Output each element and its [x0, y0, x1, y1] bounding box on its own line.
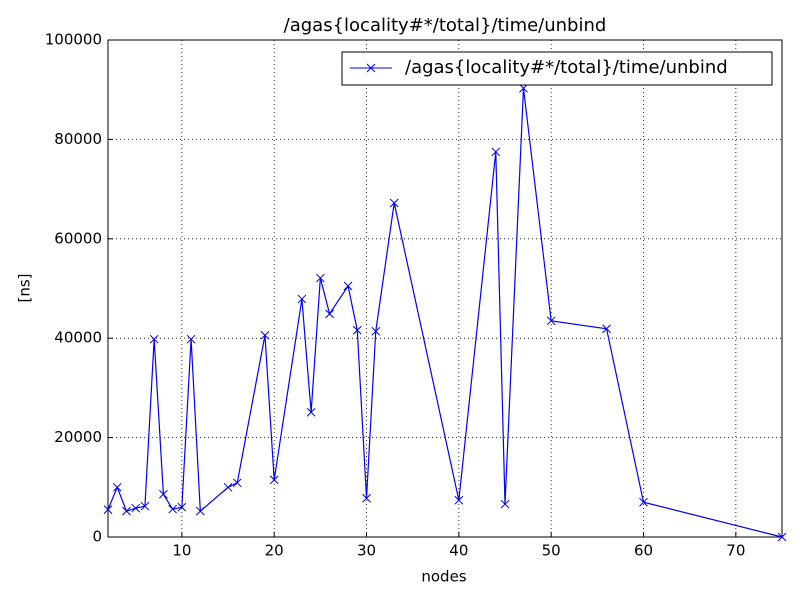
y-tick-label: 60000 — [54, 229, 102, 247]
data-marker — [260, 330, 270, 340]
plot-frame — [107, 39, 783, 538]
data-marker — [316, 273, 325, 283]
data-marker — [149, 334, 159, 344]
data-marker — [159, 489, 168, 499]
data-marker — [454, 495, 464, 505]
data-marker — [177, 502, 187, 512]
data-marker — [500, 499, 510, 509]
y-axis-label: [ns] — [16, 273, 34, 302]
data-marker — [519, 83, 528, 93]
data-marker — [195, 506, 205, 516]
data-marker — [122, 506, 131, 516]
x-tick-label: 20 — [265, 542, 284, 560]
chart-title: /agas{locality#*/total}/time/unbind — [284, 15, 607, 36]
data-marker — [232, 478, 242, 488]
legend-box — [341, 51, 773, 86]
data-marker — [362, 493, 371, 503]
x-tick-label: 50 — [542, 542, 561, 560]
data-line — [107, 88, 783, 538]
x-tick-label: 70 — [726, 542, 745, 560]
data-marker — [140, 501, 150, 511]
y-tick-label: 80000 — [54, 130, 102, 148]
y-tick-label: 20000 — [54, 428, 102, 446]
data-marker — [343, 281, 353, 291]
y-tick-label: 0 — [92, 528, 102, 546]
x-tick-label: 40 — [449, 542, 468, 560]
data-marker — [371, 326, 381, 336]
x-tick-label: 30 — [357, 542, 376, 560]
legend-marker — [366, 63, 376, 73]
data-marker — [131, 503, 141, 513]
data-marker — [325, 309, 334, 319]
data-marker — [491, 147, 501, 157]
legend-label: /agas{locality#*/total}/time/unbind — [405, 57, 728, 78]
data-marker — [297, 294, 307, 304]
data-marker — [223, 482, 233, 492]
y-tick-label: 100000 — [45, 31, 102, 49]
x-axis-label: nodes — [421, 568, 466, 586]
data-marker — [186, 334, 196, 344]
y-tick-label: 40000 — [54, 329, 102, 347]
data-marker — [269, 475, 279, 485]
data-marker — [777, 532, 787, 542]
data-marker — [306, 407, 316, 417]
data-marker — [112, 482, 122, 492]
data-marker — [546, 316, 556, 326]
x-tick-label: 10 — [172, 542, 191, 560]
data-marker — [602, 324, 611, 334]
data-marker — [389, 198, 399, 208]
data-marker — [639, 497, 648, 507]
x-tick-label: 60 — [634, 542, 653, 560]
data-marker — [168, 504, 177, 514]
data-marker — [103, 505, 113, 515]
data-marker — [352, 325, 362, 335]
